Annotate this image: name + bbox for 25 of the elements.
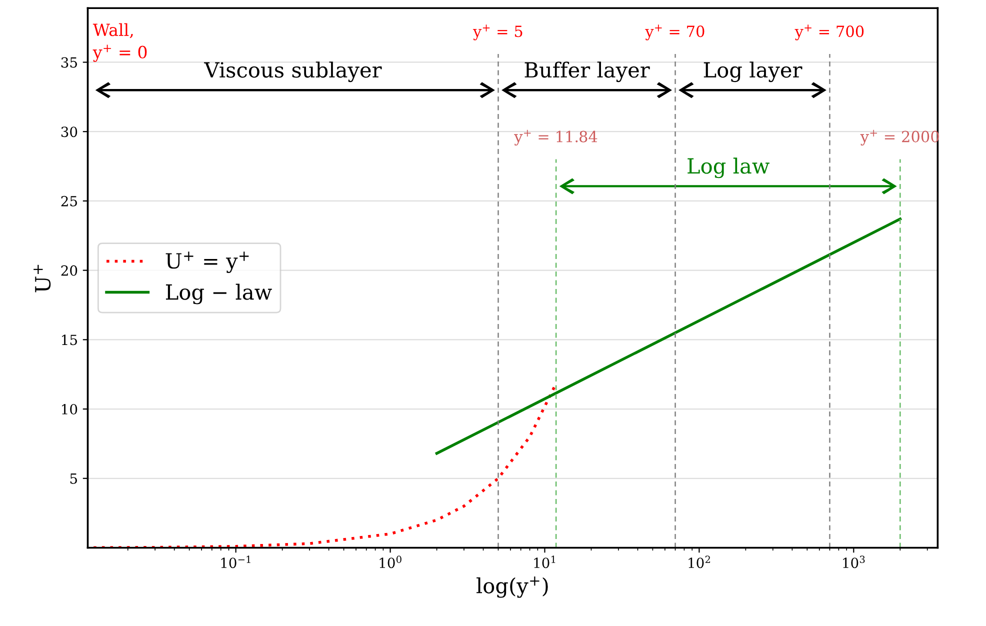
x-tick-label: 10$^{−1}$ [221,556,250,568]
y-tick-label: 25 [61,196,77,206]
ref-line-label: y$^{+}$ = 70 [645,24,704,40]
legend-label: Log − law [166,284,272,304]
annotation: Log law [688,158,770,178]
y-tick-label: 5 [70,474,77,484]
ref-line-label: y$^{+}$ = 11.84 [514,130,598,146]
ref-line-label: y$^{+}$ = 700 [794,24,864,40]
x-tick-label: 10$^{3}$ [843,556,865,568]
x-tick-label: 10$^{1}$ [534,556,556,568]
y-tick-label: 35 [61,57,77,68]
x-axis-title: log(y$^{+}$) [476,576,548,598]
ref-line-label: y$^{+}$ = 5 [472,24,522,40]
annotation: Wall, y$^{+}$ = 0 [92,23,147,62]
annotation: Buffer layer [524,62,650,82]
x-tick-label: 10$^{2}$ [688,556,710,568]
annotation: Viscous sublayer [204,62,382,82]
y-tick-label: 20 [61,265,78,276]
legend-label: U$^{+}$ = y$^{+}$ [166,252,249,274]
x-tick-label: 10$^{0}$ [380,556,402,568]
y-axis-title: U$^{+}$ [34,264,51,292]
annotation: Log layer [704,62,802,82]
y-tick-label: 15 [62,334,77,346]
y-tick-label: 30 [61,126,78,138]
y-tick-label: 10 [62,404,78,415]
